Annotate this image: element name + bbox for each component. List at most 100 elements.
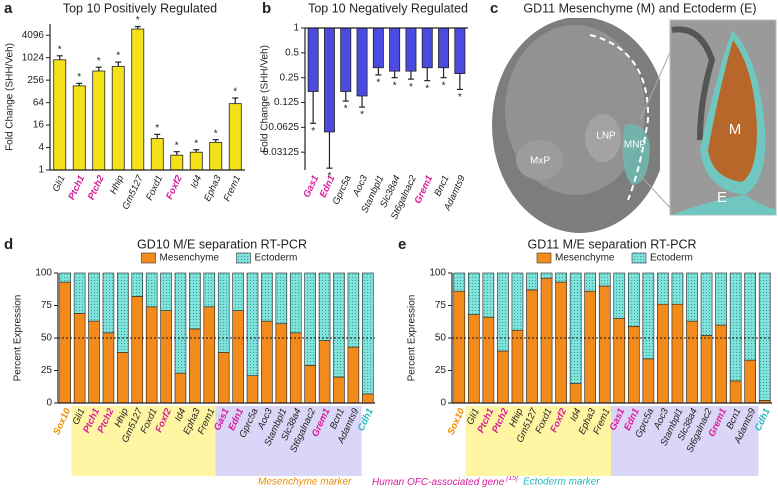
group-band (611, 406, 759, 476)
bar-segment (453, 272, 466, 292)
bar-segment (627, 272, 640, 327)
bar (170, 154, 184, 171)
significance: * (376, 78, 380, 89)
significance: * (97, 56, 101, 67)
bar-segment (362, 272, 374, 395)
bar-segment (482, 272, 495, 318)
bar (438, 27, 450, 69)
bar-segment (686, 320, 698, 404)
x-tick-label: Ptch2 (86, 173, 107, 202)
bar (92, 70, 106, 171)
significance: * (214, 128, 218, 139)
bar-segment (160, 272, 172, 312)
bar-segment (189, 328, 201, 404)
bar-segment (598, 285, 611, 404)
x-tick-label: Frem1 (222, 174, 244, 204)
y-tick-label: 4 (38, 142, 44, 153)
bar-segment (304, 364, 316, 404)
bar (405, 27, 417, 72)
bar-segment (744, 359, 757, 404)
bar-segment (217, 272, 230, 353)
footnotes: Mesenchyme marker Human OFC-associated g… (258, 475, 600, 488)
significance: * (77, 72, 81, 83)
significance: * (155, 123, 159, 134)
chart: a Top 10 Positively Regulated Fold Change … (4, 0, 245, 211)
significance: * (233, 87, 237, 98)
bar-segment (261, 272, 273, 322)
bar-segment (88, 272, 100, 322)
legend-swatch (631, 252, 647, 264)
footnote: Mesenchyme marker (258, 477, 352, 488)
bar-segment (117, 351, 129, 404)
y-tick-label: 0 (440, 398, 446, 409)
bar-segment (569, 272, 582, 384)
legend-swatch (236, 252, 251, 264)
y-tick-label: 0.03125 (263, 147, 300, 158)
bar (340, 27, 352, 92)
bar-segment (289, 272, 302, 334)
bar-segment (275, 323, 288, 404)
bar-segment (700, 272, 713, 336)
bar (189, 151, 203, 171)
bar-segment (333, 376, 345, 404)
bar-segment (729, 380, 742, 404)
x-tick-label: Foxf2 (164, 173, 185, 201)
bar (150, 138, 164, 171)
bar-segment (657, 272, 669, 305)
region-label: E (717, 189, 727, 206)
bar-segment (744, 272, 757, 361)
bar-segment (686, 272, 698, 322)
bar-segment (758, 272, 771, 401)
y-axis-label: Percent Expression (407, 295, 418, 382)
y-tick-label: 100 (35, 268, 52, 279)
legend-label: Mesenchyme (160, 253, 220, 264)
bar-segment (145, 272, 158, 308)
y-tick-label: 25 (435, 365, 447, 376)
y-tick-label: 64 (33, 97, 45, 108)
x-tick-label: Id4 (568, 407, 584, 424)
bar-segment (497, 272, 509, 352)
y-tick-label: 1024 (22, 52, 45, 63)
group-band (71, 406, 218, 476)
legend-swatch (536, 252, 552, 264)
bar-segment (715, 324, 727, 404)
bar-segment (160, 310, 172, 404)
panel-letter: c (490, 0, 498, 17)
bar-segment (189, 272, 201, 330)
legend-label: Ectoderm (255, 253, 298, 264)
panel-letter: d (4, 236, 13, 253)
bar-segment (246, 375, 259, 404)
significance: * (442, 80, 446, 91)
x-tick-label: Id4 (189, 174, 205, 191)
bar-segment (526, 289, 538, 404)
region-label: M (729, 121, 742, 138)
panel-title: GD11 Mesenchyme (M) and Ectoderm (E) (523, 1, 756, 15)
legend-label: Ectoderm (650, 253, 693, 264)
legend-label: Mesenchyme (555, 253, 615, 264)
bar-segment (347, 272, 360, 348)
chart-title: GD10 M/E separation RT-PCR (137, 237, 307, 251)
chart: e GD11 M/E separation RT-PCR Percent Expre… (398, 236, 773, 476)
region-label: MxP (530, 156, 550, 167)
bar-segment (715, 272, 727, 326)
y-tick-label: 1 (38, 165, 44, 176)
embryo (492, 18, 660, 233)
chart-title: GD11 M/E separation RT-PCR (527, 237, 696, 251)
bar (421, 27, 433, 69)
bar (356, 27, 368, 97)
bar-segment (203, 306, 216, 404)
bar-segment (511, 329, 524, 404)
x-tick-label: Gli1 (51, 174, 68, 194)
bar (228, 103, 242, 171)
bar-segment (613, 272, 626, 319)
y-tick-label: 50 (435, 333, 447, 344)
bar-segment (333, 272, 345, 378)
significance: * (194, 138, 198, 149)
region-label: MNP (624, 140, 647, 151)
bar-segment (117, 272, 129, 353)
y-tick-label: 1 (293, 23, 299, 34)
bar-segment (584, 272, 597, 292)
bar-segment (145, 306, 158, 404)
y-tick-label: 0.5 (285, 47, 299, 58)
bar-segment (131, 296, 144, 404)
